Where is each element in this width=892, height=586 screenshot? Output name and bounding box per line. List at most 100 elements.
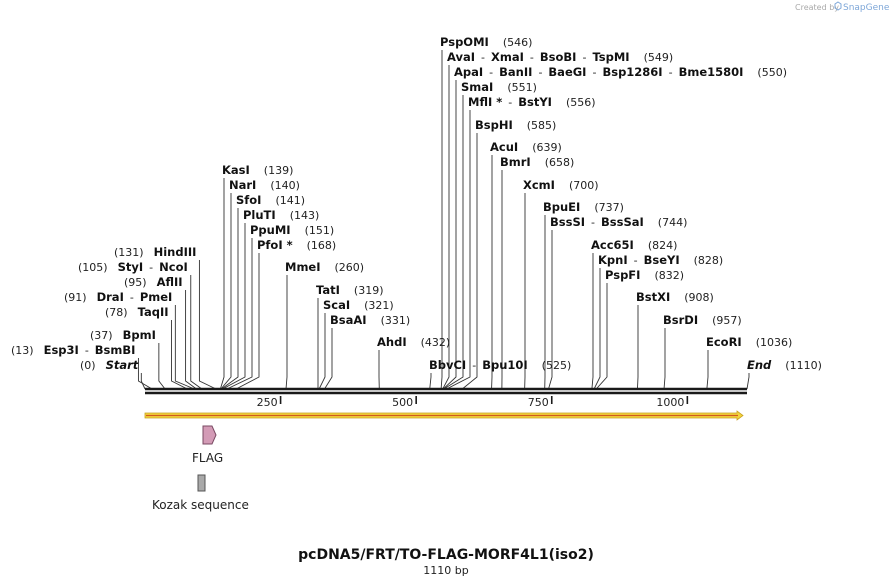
site-label[interactable]: XcmI (700) [523, 178, 599, 192]
site-label[interactable]: BspHI (585) [475, 118, 556, 132]
site-leader-line [318, 313, 326, 390]
site-enzyme-name: StyI [118, 260, 144, 274]
site-label[interactable]: (95) AflII [124, 275, 183, 289]
site-leader-line [219, 178, 225, 390]
site-label[interactable]: (91) DraI - PmeI [64, 290, 172, 304]
site-label[interactable]: AvaI - XmaI - BsoBI - TspMI (549) [447, 50, 673, 64]
site-position: (549) [644, 51, 674, 64]
site-enzyme-name: TaqII [138, 305, 169, 319]
site-label[interactable]: SmaI (551) [461, 80, 537, 94]
site-position: (737) [594, 201, 624, 214]
site-position: (585) [527, 119, 557, 132]
site-label[interactable]: (0) Start [80, 358, 139, 372]
site-label[interactable]: MmeI (260) [285, 260, 364, 274]
site-enzyme-name: End [747, 358, 772, 372]
site-leader-line [706, 350, 709, 390]
site-label[interactable]: KpnI - BseYI (828) [598, 253, 723, 267]
site-enzyme-name: BpmI [123, 328, 156, 342]
site-leader-line [548, 230, 553, 390]
site-leader-line [663, 328, 666, 390]
site-label[interactable]: BsrDI (957) [663, 313, 742, 327]
site-label[interactable]: (78) TaqII [105, 305, 169, 319]
site-enzyme-name: PpuMI [250, 223, 291, 237]
site-enzyme-name: BseYI [644, 253, 680, 267]
site-position: (832) [654, 269, 684, 282]
credit: Created by SnapGene [795, 1, 890, 13]
site-enzyme-name: MmeI [285, 260, 321, 274]
site-leader-line [440, 50, 443, 390]
site-separator: - [85, 344, 89, 357]
site-position: (37) [90, 329, 113, 342]
site-enzyme-name: PmeI [140, 290, 173, 304]
site-label[interactable]: KasI (139) [222, 163, 293, 177]
site-label[interactable]: (37) BpmI [90, 328, 156, 342]
site-label[interactable]: PluTI (143) [243, 208, 319, 222]
site-enzyme-name: BssSaI [601, 215, 644, 229]
site-label[interactable]: MflI * - BstYI (556) [468, 95, 596, 109]
site-enzyme-name: BstXI [636, 290, 670, 304]
site-label[interactable]: BbvCI - Bpu10I (525) [429, 358, 571, 372]
site-enzyme-name: BsoBI [540, 50, 577, 64]
site-enzyme-name: SfoI [236, 193, 261, 207]
kozak-feature-box[interactable] [197, 474, 206, 492]
site-enzyme-name: Acc65I [591, 238, 634, 252]
site-leader-line [140, 373, 146, 390]
site-enzyme-name: TspMI [592, 50, 629, 64]
site-position: (141) [275, 194, 305, 207]
site-label[interactable]: PspOMI (546) [440, 35, 532, 49]
site-enzyme-name: PspFI [605, 268, 640, 282]
site-separator: - [481, 51, 485, 64]
site-label[interactable]: AhdI (432) [377, 335, 450, 349]
site-enzyme-name: ApaI [454, 65, 483, 79]
ruler-tick-label: 1000 [656, 396, 684, 409]
site-label[interactable]: Acc65I (824) [591, 238, 677, 252]
site-separator: - [592, 66, 596, 79]
site-enzyme-name: KasI [222, 163, 250, 177]
site-enzyme-name: BstYI [518, 95, 552, 109]
site-labels: (0) Start(13) Esp3I - BsmBI(37) BpmI (78) TaqII… [11, 35, 822, 372]
flag-feature-label: FLAG [192, 451, 223, 465]
site-position: (957) [712, 314, 742, 327]
site-separator: - [489, 66, 493, 79]
site-position: (744) [658, 216, 688, 229]
credit-prefix: Created by [795, 3, 839, 12]
site-label[interactable]: ScaI (321) [323, 298, 394, 312]
site-label[interactable]: (131) HindIII [114, 245, 196, 259]
site-separator: - [130, 291, 134, 304]
site-label[interactable]: PspFI (832) [605, 268, 684, 282]
site-label[interactable]: PfoI * (168) [257, 238, 336, 252]
site-enzyme-name: NarI [229, 178, 256, 192]
site-enzyme-name: BssSI [550, 215, 585, 229]
site-enzyme-name: PspOMI [440, 35, 489, 49]
site-separator: - [530, 51, 534, 64]
site-position: (95) [124, 276, 147, 289]
site-label[interactable]: BstXI (908) [636, 290, 714, 304]
site-enzyme-name: AvaI [447, 50, 475, 64]
site-label[interactable]: ApaI - BanII - BaeGI - Bsp1286I - Bme1580I (550) [454, 65, 787, 79]
site-enzyme-name: BsrDI [663, 313, 698, 327]
site-separator: - [508, 96, 512, 109]
site-label[interactable]: NarI (140) [229, 178, 300, 192]
site-position: (131) [114, 246, 144, 259]
site-label[interactable]: AcuI (639) [490, 140, 562, 154]
site-label[interactable]: BpuEI (737) [543, 200, 624, 214]
site-label[interactable]: EcoRI (1036) [706, 335, 792, 349]
flag-feature-arrow[interactable] [202, 425, 217, 445]
site-label[interactable]: SfoI (141) [236, 193, 305, 207]
site-label[interactable]: (105) StyI - NcoI [78, 260, 188, 274]
site-position: (140) [270, 179, 300, 192]
site-position: (1110) [785, 359, 822, 372]
site-label[interactable]: End (1110) [747, 358, 822, 372]
site-enzyme-name: AhdI [377, 335, 407, 349]
site-position: (260) [335, 261, 365, 274]
site-label[interactable]: (13) Esp3I - BsmBI [11, 343, 135, 357]
site-label[interactable]: BssSI - BssSaI (744) [550, 215, 687, 229]
site-position: (1036) [756, 336, 793, 349]
site-leader-line [158, 343, 166, 390]
credit-brand: SnapGene [843, 3, 890, 13]
site-label[interactable]: BsaAI (331) [330, 313, 410, 327]
site-label[interactable]: BmrI (658) [500, 155, 574, 169]
site-enzyme-name: AcuI [490, 140, 518, 154]
site-label[interactable]: PpuMI (151) [250, 223, 334, 237]
site-label[interactable]: TatI (319) [316, 283, 384, 297]
